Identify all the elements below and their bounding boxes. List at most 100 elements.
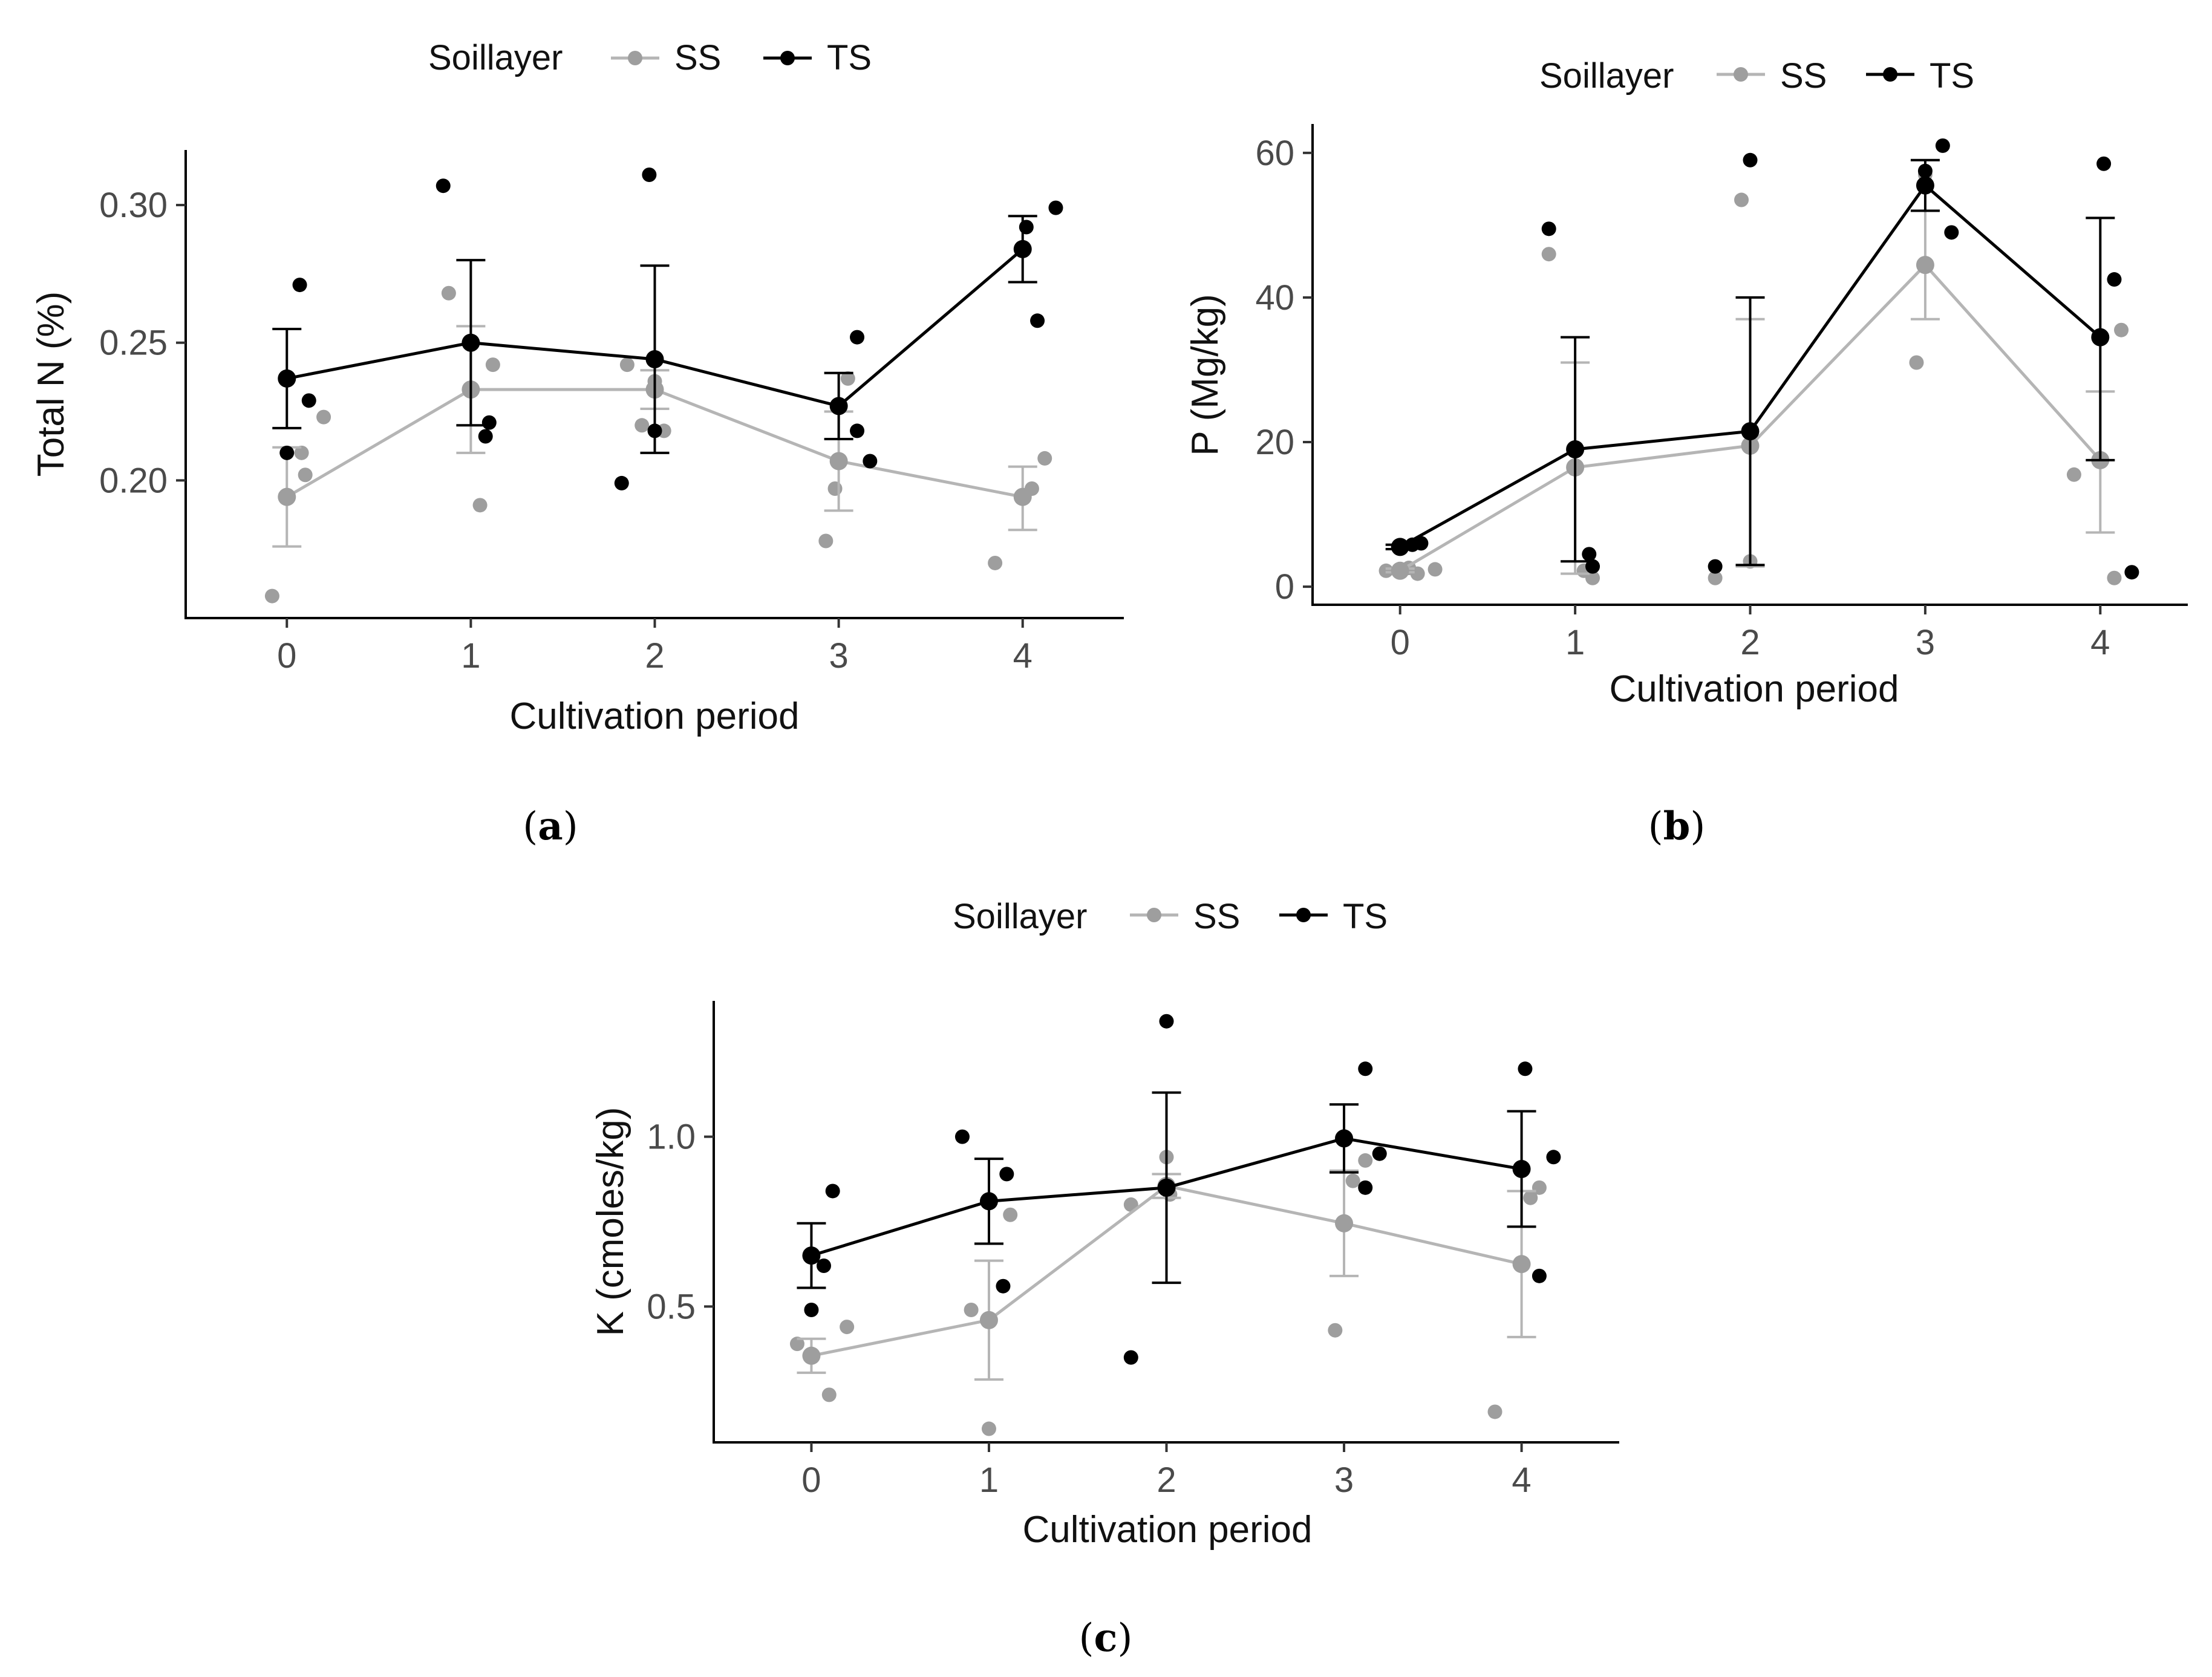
panel-a: Soillayer SS TS 0 1 2 3 4 0.20 0.25 0.30 Cultiv… [30,38,1124,849]
y-axis-title-b: P (Mg/kg) [1184,294,1226,456]
point-ts-a-1 [292,278,307,293]
x-tick-label-c-1: 1 [979,1460,999,1500]
mean-point-ts-c-2 [1157,1178,1176,1197]
point-ts-a-0 [279,445,295,460]
point-ss-c-5 [1003,1207,1018,1222]
x-tick-label-b-1: 1 [1565,623,1585,662]
panel-letter-c: c [1094,1615,1118,1661]
point-ts-c-5 [999,1167,1014,1182]
legend-b-title: Soillayer [1539,56,1674,96]
point-ss-a-14 [988,555,1003,570]
point-ts-a-2 [301,393,316,408]
point-ss-a-3 [294,445,309,460]
point-ts-b-13 [2124,565,2139,580]
mean-point-ss-a-4 [1013,487,1032,506]
point-ts-a-12 [1019,220,1034,235]
x-tick-label-b-3: 3 [1916,623,1935,662]
point-ss-a-6 [441,285,456,301]
mean-point-ss-b-3 [1916,256,1934,275]
point-ss-c-4 [981,1421,996,1436]
point-ts-a-10 [850,423,865,438]
point-ts-a-6 [614,475,629,490]
mean-point-ts-b-4 [2091,328,2110,347]
point-ss-c-1 [821,1387,837,1402]
point-ts-c-10 [1372,1146,1387,1161]
point-ts-b-7 [1743,152,1758,168]
point-ts-b-3 [1541,221,1556,236]
point-ts-a-3 [436,178,451,194]
point-ss-a-11 [818,533,834,549]
point-ts-b-5 [1585,559,1600,574]
panel-label-b: (b) [1648,804,1706,849]
plot-area-c [789,1014,1561,1436]
y-tick-label-b-0: 0 [1275,567,1294,607]
point-ts-c-8 [1358,1061,1373,1076]
y-axis-title-c: K (cmoles/kg) [590,1107,631,1337]
point-ts-c-7 [1159,1014,1174,1029]
mean-point-ts-a-2 [645,350,664,369]
legend-c-ts-label: TS [1343,897,1388,936]
point-ss-a-2 [316,409,331,425]
point-ts-a-14 [1048,200,1063,215]
point-ts-c-1 [816,1259,831,1273]
y-axis-title-a: Total N (%) [30,291,72,477]
x-tick-label-a-1: 1 [461,636,480,676]
point-ts-a-13 [1030,313,1045,328]
point-ss-a-7 [619,357,635,373]
mean-point-ts-b-0 [1391,538,1409,556]
point-ss-a-16 [1037,451,1052,466]
mean-point-ss-c-4 [1512,1255,1531,1274]
point-ts-b-4 [1582,547,1597,562]
point-ts-c-13 [1546,1150,1561,1165]
legend-b-ss-label: SS [1780,56,1827,96]
legend-c-title: Soillayer [953,897,1087,936]
legend-b-ts-marker [1883,67,1897,82]
point-ts-b-2 [1414,536,1429,551]
point-ss-c-3 [964,1303,979,1317]
point-ss-c-14 [1532,1180,1547,1195]
point-ts-c-6 [1123,1350,1138,1365]
point-ss-b-9 [1734,192,1749,207]
point-ss-c-2 [840,1320,855,1335]
mean-point-ss-a-0 [278,487,296,506]
point-ts-c-11 [1518,1061,1533,1076]
point-ts-a-9 [850,330,865,345]
legend-a: Soillayer SS TS [428,38,872,77]
mean-point-ss-c-1 [979,1311,998,1329]
point-ss-b-14 [2107,570,2122,585]
x-tick-label-a-0: 0 [277,636,296,676]
ticks-a: 0 1 2 3 4 0.20 0.25 0.30 [99,186,1033,676]
x-tick-label-c-3: 3 [1334,1460,1354,1500]
legend-b-ss-marker [1734,67,1748,82]
plot-area-b [1378,138,2139,585]
point-ss-b-13 [2066,467,2081,482]
point-ss-c-9 [1328,1323,1343,1338]
point-ss-c-10 [1345,1173,1360,1188]
y-tick-label-a-0: 0.20 [99,461,168,500]
point-ts-b-9 [1935,138,1950,153]
point-ss-a-1 [298,467,313,483]
point-ts-c-3 [954,1129,970,1144]
legend-b: Soillayer SS TS [1539,56,1974,96]
x-tick-label-b-0: 0 [1391,623,1410,662]
point-ts-a-7 [642,167,657,182]
mean-point-ts-a-3 [829,397,848,415]
x-tick-label-b-2: 2 [1740,623,1760,662]
point-ts-c-2 [825,1184,840,1199]
legend-a-ts-label: TS [827,38,872,77]
mean-point-ss-b-0 [1391,561,1409,580]
mean-point-ts-c-3 [1335,1129,1354,1148]
point-ss-b-3 [1410,566,1425,581]
point-ss-b-0 [1378,563,1394,578]
y-tick-label-c-0: 0.5 [647,1287,696,1326]
y-tick-label-b-3: 60 [1255,134,1294,173]
point-ss-a-13 [840,371,855,386]
mean-point-ts-a-4 [1013,239,1032,258]
x-tick-label-a-2: 2 [645,636,664,676]
point-ts-b-11 [2096,156,2112,171]
point-ts-a-11 [863,454,878,469]
point-ss-c-12 [1487,1404,1502,1419]
point-ss-a-12 [827,481,843,497]
point-ss-a-8 [635,418,650,433]
